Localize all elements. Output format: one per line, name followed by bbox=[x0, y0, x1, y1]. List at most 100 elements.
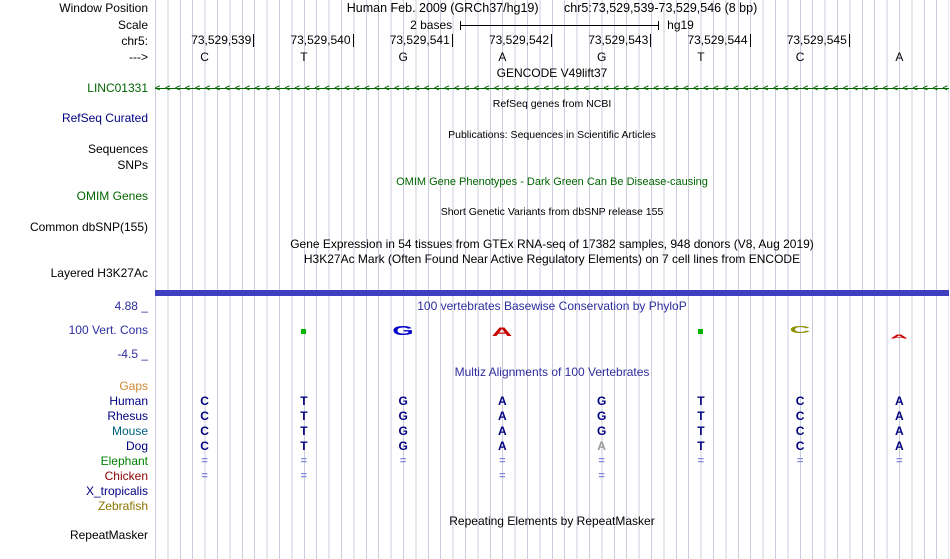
phylop-title[interactable]: 100 vertebrates Basewise Conservation by… bbox=[417, 299, 687, 313]
position-label: 73,529,539 bbox=[191, 34, 255, 47]
alignment-base: = bbox=[697, 455, 705, 467]
alignment-base: C bbox=[200, 394, 209, 408]
multiz-alignment[interactable]: Gaps Human C T G A G T C A Rhesus C T G A G T C A Mouse C T G A… bbox=[0, 379, 950, 514]
alignment-base bbox=[453, 499, 552, 514]
alignment-base: = bbox=[896, 455, 903, 467]
dbsnp-row[interactable]: Common dbSNP(155) bbox=[0, 220, 950, 234]
strand-arrow-icon: < bbox=[344, 83, 350, 93]
strand-arrow-icon: < bbox=[942, 83, 948, 93]
alignment-base: = bbox=[499, 470, 506, 482]
strand-arrow-icon: < bbox=[603, 83, 609, 93]
strand-arrow-icon: < bbox=[663, 83, 669, 93]
base-letter: T bbox=[697, 50, 705, 64]
position-ruler: 73,529,539 73,529,540 73,529,541 73,529,542… bbox=[155, 33, 949, 49]
alignment-base bbox=[155, 484, 254, 499]
scale-label[interactable]: Scale bbox=[117, 18, 148, 32]
dbsnp-title[interactable]: Short Genetic Variants from dbSNP releas… bbox=[440, 206, 664, 218]
strand-arrow-icon: < bbox=[633, 83, 639, 93]
gene-label[interactable]: LINC01331 bbox=[87, 81, 148, 95]
base-row: ---> C T G A G T C A bbox=[0, 49, 950, 65]
alignment-base bbox=[850, 484, 949, 499]
alignment-row-dog[interactable]: Dog C T G A A T C A bbox=[0, 439, 950, 454]
species-label[interactable]: Gaps bbox=[119, 379, 148, 393]
alignment-base: G bbox=[398, 424, 408, 438]
snps-row[interactable]: SNPs bbox=[0, 158, 950, 172]
window-position-label[interactable]: Window Position bbox=[59, 1, 148, 15]
species-label[interactable]: Zebrafish bbox=[97, 499, 148, 513]
cons-name-label[interactable]: 100 Vert. Cons bbox=[68, 323, 148, 337]
alignment-row-gaps[interactable]: Gaps bbox=[0, 379, 950, 394]
alignment-row-mouse[interactable]: Mouse C T G A G T C A bbox=[0, 424, 950, 439]
gencode-title[interactable]: GENCODE V49lift37 bbox=[496, 66, 608, 80]
species-label[interactable]: Chicken bbox=[104, 469, 148, 483]
species-label[interactable]: Dog bbox=[125, 439, 148, 453]
strand-arrow-icon: < bbox=[503, 83, 510, 93]
species-label[interactable]: Elephant bbox=[100, 454, 148, 468]
strand-arrow-icon: < bbox=[314, 83, 320, 93]
alignment-base bbox=[354, 484, 453, 499]
alignment-base: T bbox=[697, 394, 705, 408]
window-title: Human Feb. 2009 (GRCh37/hg19) chr5:73,52… bbox=[155, 0, 949, 16]
snps-label[interactable]: SNPs bbox=[117, 158, 148, 172]
refseq-curated-label[interactable]: RefSeq Curated bbox=[61, 111, 148, 125]
phylop-track-row[interactable]: 100 Vert. Cons G A C A bbox=[0, 315, 950, 345]
repeatmasker-label[interactable]: RepeatMasker bbox=[69, 528, 148, 542]
species-label[interactable]: Human bbox=[109, 394, 148, 408]
strand-arrow-icon: < bbox=[194, 83, 201, 93]
sequences-row[interactable]: Sequences bbox=[0, 142, 950, 156]
h3k27ac-row[interactable]: Layered H3K27Ac bbox=[0, 266, 950, 280]
species-label[interactable]: Rhesus bbox=[107, 409, 148, 423]
strand-arrow-icon: < bbox=[174, 83, 181, 93]
alignment-base: A bbox=[498, 424, 507, 438]
alignment-base: A bbox=[498, 409, 507, 423]
alignment-base bbox=[651, 469, 750, 484]
species-label[interactable]: X_tropicalis bbox=[85, 484, 148, 498]
gencode-transcript-row[interactable]: LINC01331 < < < < < < < < < < < < < < < < < < < < < < < < < < < < < <… bbox=[0, 81, 950, 95]
strand-arrow-icon: < bbox=[733, 83, 739, 93]
alignment-base: = bbox=[598, 470, 605, 482]
refseq-curated-row[interactable]: RefSeq Curated bbox=[0, 111, 950, 125]
sequences-label[interactable]: Sequences bbox=[87, 142, 148, 156]
alignment-row-x_tropicalis[interactable]: X_tropicalis bbox=[0, 484, 950, 499]
conservation-tick bbox=[301, 329, 307, 334]
alignment-row-rhesus[interactable]: Rhesus C T G A G T C A bbox=[0, 409, 950, 424]
strand-arrow-icon: < bbox=[643, 83, 649, 93]
h3k27ac-title[interactable]: H3K27Ac Mark (Often Found Near Active Re… bbox=[303, 252, 801, 266]
transcript[interactable]: < < < < < < < < < < < < < < < < < < < < < < < < < < < < < < < < < < < < < < < <… bbox=[155, 81, 949, 95]
cons-min-label: -4.5 _ bbox=[117, 347, 148, 361]
repeatmasker-row[interactable]: RepeatMasker bbox=[0, 528, 950, 543]
omim-title[interactable]: OMIM Gene Phenotypes - Dark Green Can Be… bbox=[396, 176, 708, 188]
alignment-base bbox=[751, 484, 850, 499]
multiz-title[interactable]: Multiz Alignments of 100 Vertebrates bbox=[454, 365, 650, 379]
dbsnp-label[interactable]: Common dbSNP(155) bbox=[29, 220, 148, 234]
strand-arrow-icon: < bbox=[583, 83, 589, 93]
h3k27ac-label[interactable]: Layered H3K27Ac bbox=[50, 266, 148, 280]
alignment-base: G bbox=[596, 424, 607, 438]
strand-arrow-icon: < bbox=[573, 83, 579, 93]
strand-arrow-icon: < bbox=[753, 83, 759, 93]
alignment-base bbox=[850, 499, 949, 514]
alignment-row-zebrafish[interactable]: Zebrafish bbox=[0, 499, 950, 514]
alignment-row-chicken[interactable]: Chicken = = = = bbox=[0, 469, 950, 484]
phylop-dense-bar[interactable] bbox=[155, 290, 949, 296]
strand-arrow-icon: < bbox=[464, 83, 470, 93]
omim-genes-row[interactable]: OMIM Genes bbox=[0, 189, 950, 203]
alignment-base: C bbox=[795, 394, 805, 408]
refseq-title[interactable]: RefSeq genes from NCBI bbox=[492, 98, 612, 110]
species-label[interactable]: Mouse bbox=[111, 424, 148, 438]
strand-arrow-icon: < bbox=[852, 83, 859, 93]
omim-genes-label[interactable]: OMIM Genes bbox=[76, 189, 148, 203]
strand-arrow-icon: < bbox=[394, 83, 400, 93]
repeat-title[interactable]: Repeating Elements by RepeatMasker bbox=[449, 514, 655, 528]
publications-title[interactable]: Publications: Sequences in Scientific Ar… bbox=[448, 129, 656, 141]
gridlines bbox=[155, 0, 949, 559]
strand-arrow-icon: < bbox=[773, 83, 779, 93]
phylop-bar-row[interactable] bbox=[0, 289, 950, 297]
strand-arrow-icon: < bbox=[264, 83, 270, 93]
alignment-row-human[interactable]: Human C T G A G T C A bbox=[0, 394, 950, 409]
base-letter: C bbox=[795, 50, 805, 64]
gtex-title[interactable]: Gene Expression in 54 tissues from GTEx … bbox=[290, 237, 814, 251]
alignment-base: T bbox=[697, 439, 705, 453]
alignment-row-elephant[interactable]: Elephant = = = = = = = = bbox=[0, 454, 950, 469]
